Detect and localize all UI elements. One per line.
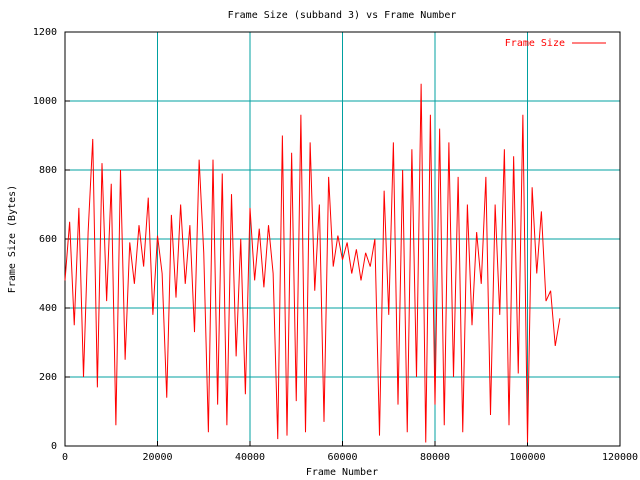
x-tick-label: 60000	[327, 452, 357, 463]
plot-frame	[64, 31, 621, 447]
y-tick-label: 800	[39, 165, 57, 176]
y-tick-label: 1000	[33, 96, 57, 107]
chart-title: Frame Size (subband 3) vs Frame Number	[228, 10, 457, 21]
data-line	[64, 83, 561, 443]
y-tick-label: 600	[39, 234, 57, 245]
y-tick-label: 200	[39, 372, 57, 383]
x-tick-label: 80000	[420, 452, 450, 463]
y-tick-label: 0	[51, 441, 57, 452]
x-tick-label: 100000	[509, 452, 545, 463]
x-axis-label: Frame Number	[306, 467, 378, 478]
y-axis-label: Frame Size (Bytes)	[7, 185, 18, 293]
y-tick-label: 400	[39, 303, 57, 314]
x-tick-label: 20000	[142, 452, 172, 463]
x-tick-label: 40000	[235, 452, 265, 463]
legend-label: Frame Size	[505, 38, 565, 49]
x-tick-label: 120000	[602, 452, 638, 463]
y-tick-label: 1200	[33, 27, 57, 38]
x-tick-label: 0	[62, 452, 68, 463]
